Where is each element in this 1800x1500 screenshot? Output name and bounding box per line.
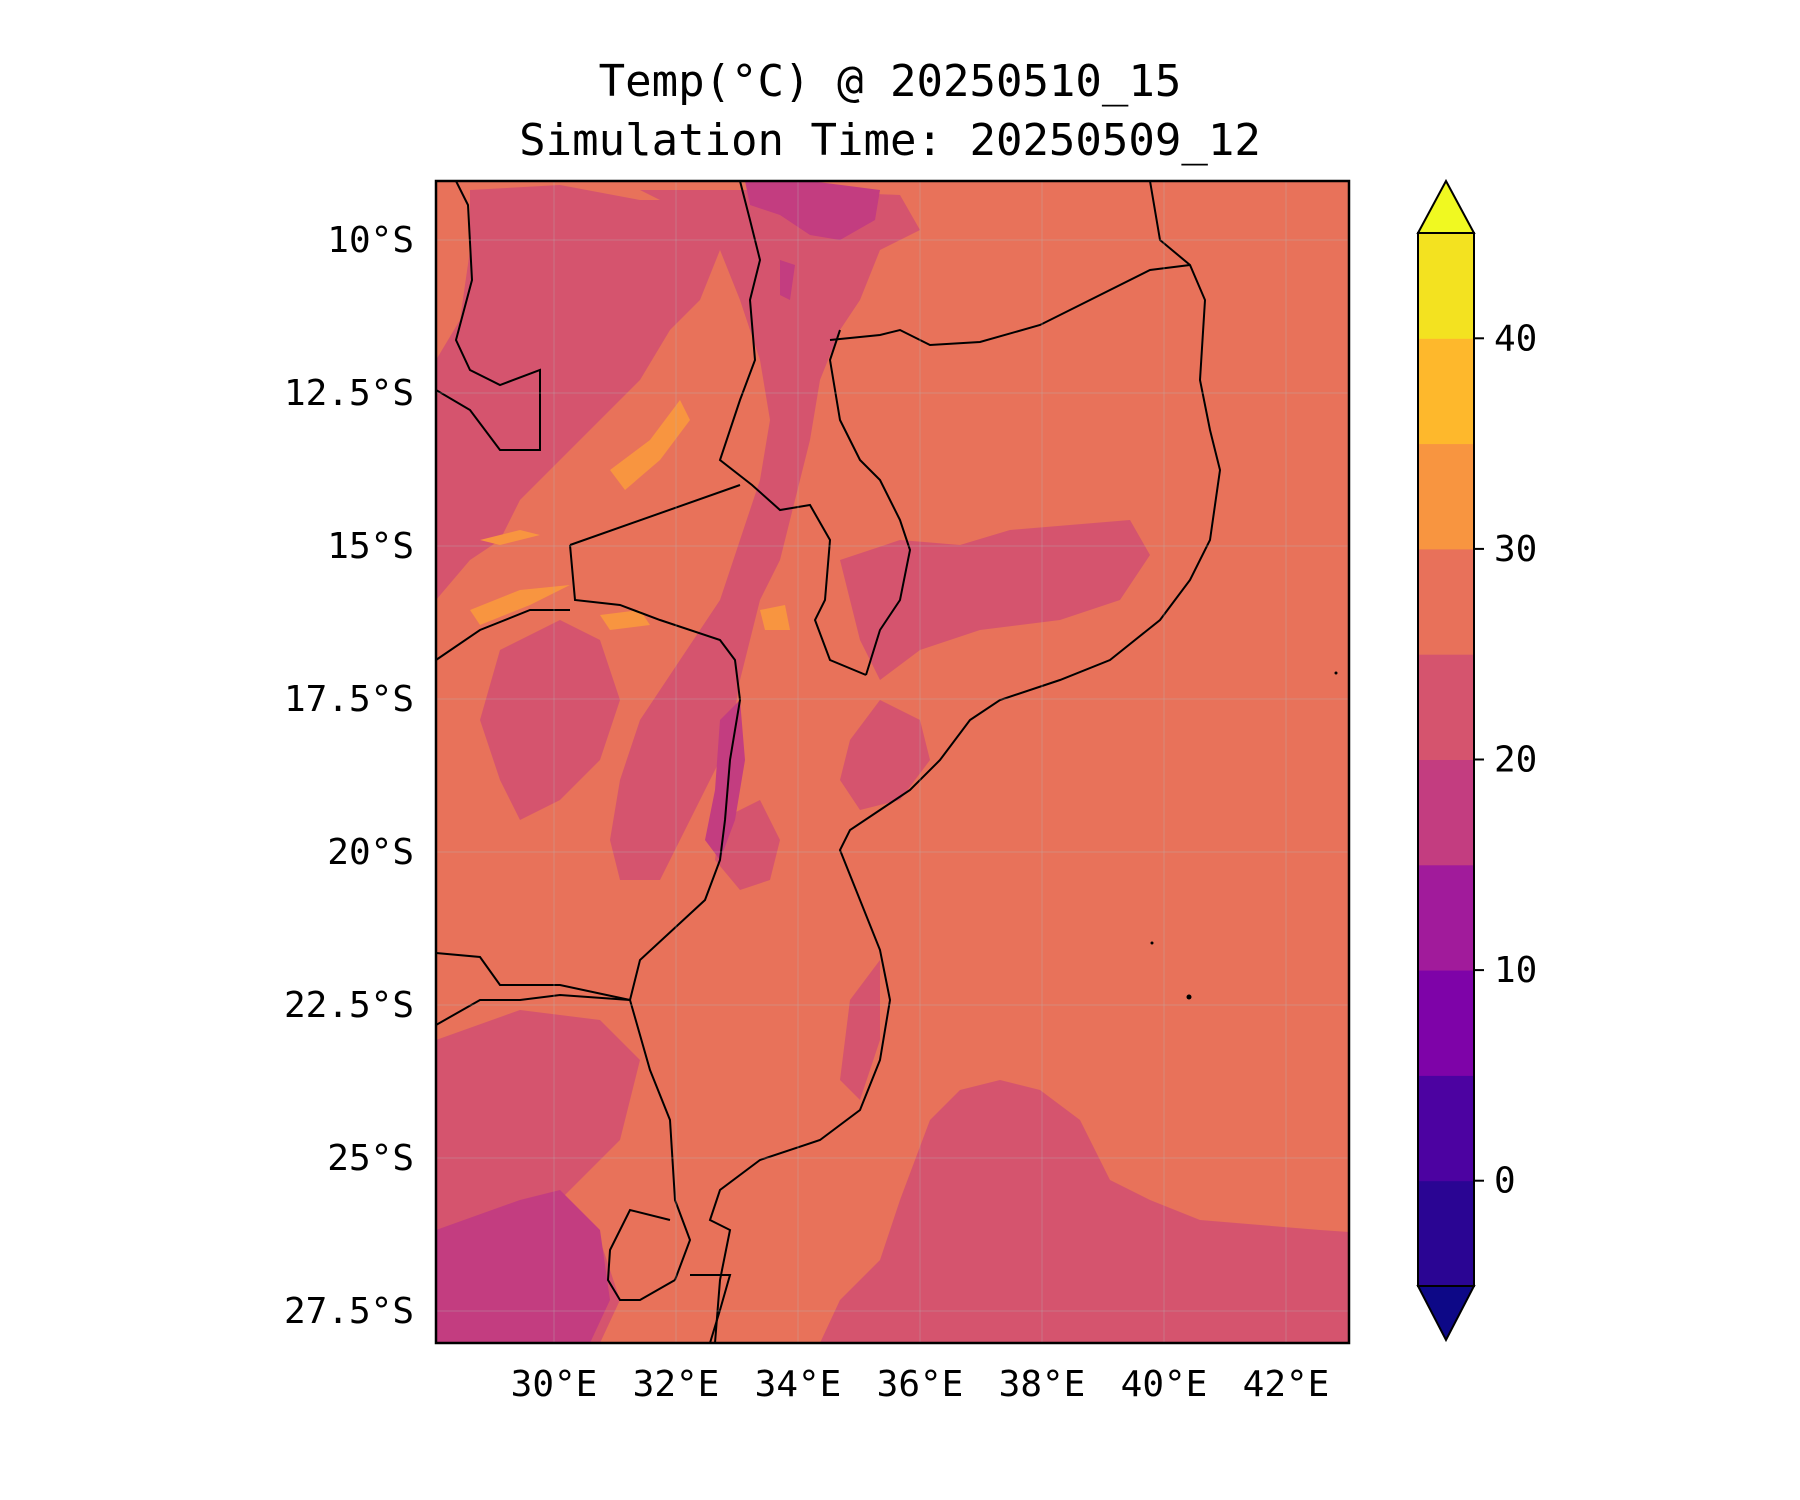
lat-tick-label: 10°S xyxy=(327,220,414,261)
lat-tick-label: 22.5°S xyxy=(284,985,414,1026)
gridlines xyxy=(436,181,1349,1343)
lat-tick-label: 17.5°S xyxy=(284,679,414,720)
map-title-line1: Temp(°C) @ 20250510_15 xyxy=(599,56,1182,107)
lon-tick-label: 36°E xyxy=(877,1364,964,1405)
colorbar-bin xyxy=(1418,443,1474,550)
colorbar-extend-top xyxy=(1416,178,1476,234)
colorbar-tick-label: 20 xyxy=(1494,740,1537,781)
colorbar-tick-label: 40 xyxy=(1494,318,1537,359)
island xyxy=(1150,941,1154,945)
lon-tick-label: 42°E xyxy=(1243,1364,1330,1405)
lat-tick-label: 12.5°S xyxy=(284,373,414,414)
colorbar-bin xyxy=(1418,1180,1474,1287)
lon-tick-label: 34°E xyxy=(755,1364,842,1405)
lon-tick-labels: 30°E 32°E 34°E 36°E 38°E 40°E 42°E xyxy=(511,1364,1330,1405)
lon-tick-label: 32°E xyxy=(633,1364,720,1405)
map-frame xyxy=(434,179,1351,1345)
map-panel xyxy=(436,181,1349,1343)
colorbar-bins xyxy=(1418,233,1474,1287)
lon-tick-label: 38°E xyxy=(999,1364,1086,1405)
lat-tick-label: 25°S xyxy=(327,1138,414,1179)
colorbar-bin xyxy=(1418,233,1474,339)
lat-tick-label: 27.5°S xyxy=(284,1291,414,1332)
colorbar-bin xyxy=(1418,864,1474,971)
island xyxy=(1186,994,1192,1000)
map-title-line2: Simulation Time: 20250509_12 xyxy=(519,115,1261,166)
colorbar-tick-label: 30 xyxy=(1494,529,1537,570)
lat-tick-label: 20°S xyxy=(327,832,414,873)
lon-tick-label: 40°E xyxy=(1121,1364,1208,1405)
lat-tick-labels: 10°S 12.5°S 15°S 17.5°S 20°S 22.5°S 25°S… xyxy=(284,220,414,1332)
cold-patches xyxy=(436,181,880,1343)
colorbar-bin xyxy=(1418,548,1474,655)
colorbar-extend-bottom xyxy=(1416,1285,1476,1343)
colorbar-bin xyxy=(1418,654,1474,760)
colorbar-tick-label: 10 xyxy=(1494,950,1537,991)
colorbar-tick-label: 0 xyxy=(1494,1161,1516,1202)
colorbar-bin xyxy=(1418,970,1474,1076)
colorbar-bin xyxy=(1418,338,1474,445)
warm-patches xyxy=(470,400,790,630)
colorbar-ticks: 0 10 20 30 40 xyxy=(1474,318,1537,1202)
lat-tick-label: 15°S xyxy=(327,526,414,567)
colorbar-bin xyxy=(1418,759,1474,866)
borders xyxy=(436,181,1222,1343)
island xyxy=(1334,671,1338,675)
colorbar-bin xyxy=(1418,1075,1474,1182)
lon-tick-label: 30°E xyxy=(511,1364,598,1405)
colorbar: 0 10 20 30 40 xyxy=(1416,178,1537,1343)
